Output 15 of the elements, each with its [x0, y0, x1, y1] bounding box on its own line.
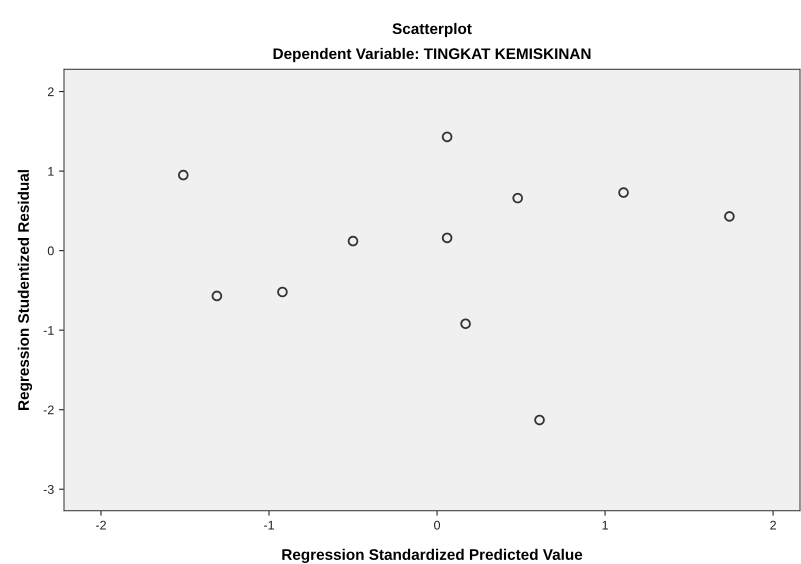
x-tick-label: 0 — [434, 520, 440, 530]
x-axis-title: Regression Standardized Predicted Value — [282, 548, 582, 564]
x-tick-label: 2 — [770, 520, 776, 530]
x-tick-label: 1 — [602, 520, 608, 530]
chart-title: Scatterplot — [392, 22, 472, 38]
y-tick-label: 1 — [48, 167, 54, 176]
y-tick-label: 2 — [48, 87, 54, 96]
chart-subtitle: Dependent Variable: TINGKAT KEMISKINAN — [274, 48, 590, 62]
y-tick-label: -3 — [44, 485, 54, 494]
x-tick-label: -2 — [96, 520, 106, 530]
x-tick-label: -1 — [264, 520, 274, 530]
y-axis-title: Regression Studentized Residual — [18, 170, 32, 410]
y-tick-label: 0 — [48, 246, 54, 256]
y-tick-label: -1 — [44, 326, 54, 335]
y-tick-label: -2 — [44, 405, 54, 414]
